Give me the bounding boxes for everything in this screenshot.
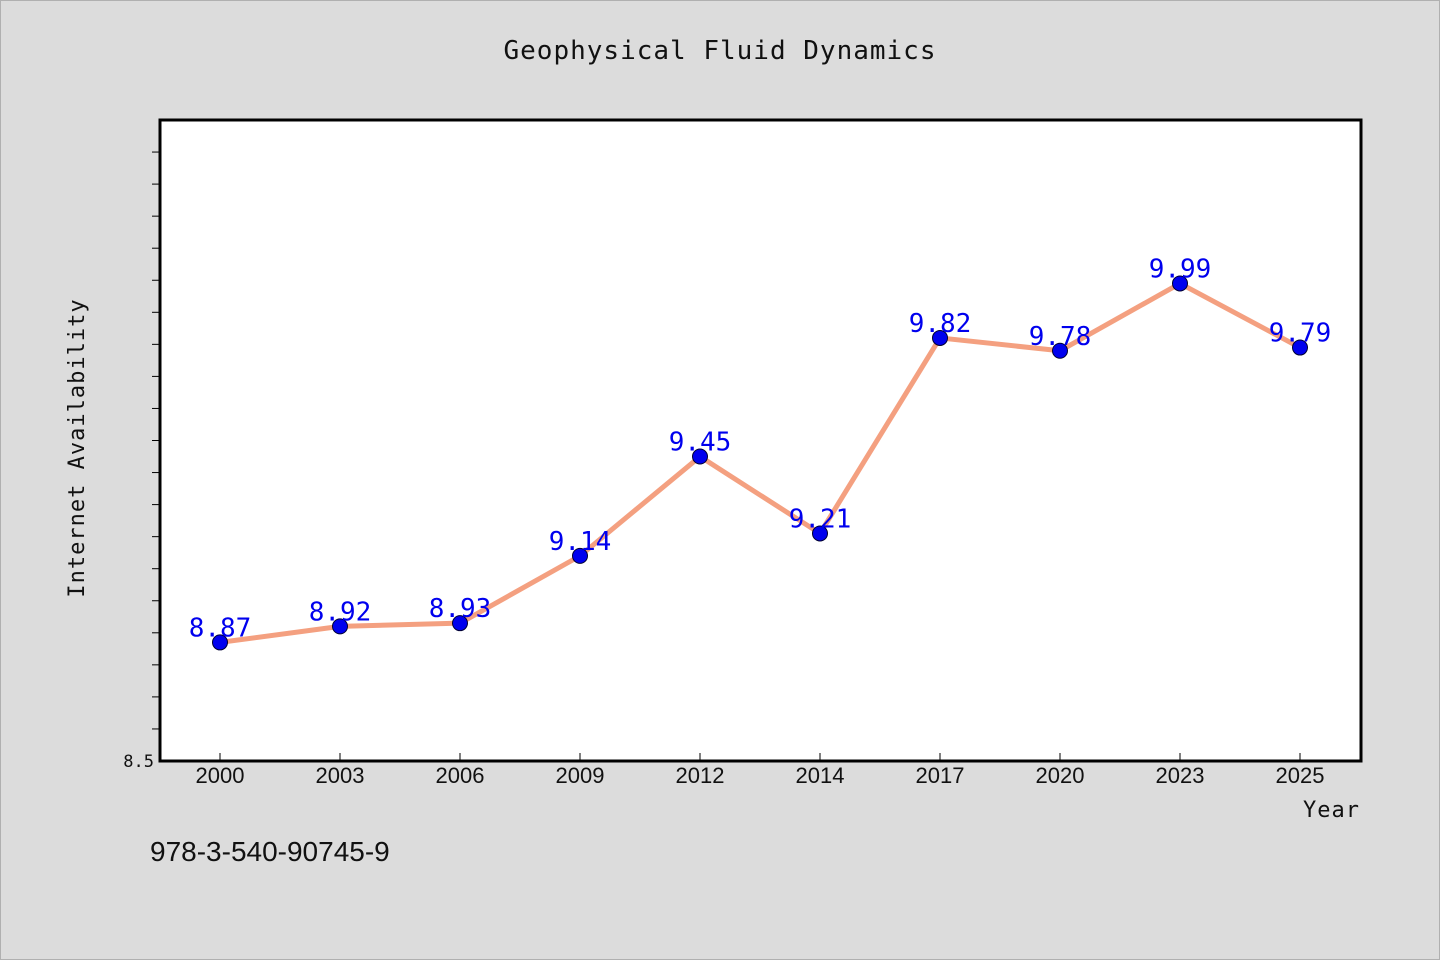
data-label: 9.78 — [1029, 322, 1092, 352]
data-point — [932, 329, 948, 346]
data-point — [692, 448, 708, 465]
x-axis-ticks: 2000 2003 2006 2009 2012 2014 2017 2020 2023 2025 — [196, 753, 1325, 788]
series-group — [212, 275, 1308, 651]
x-tick-label: 2025 — [1276, 763, 1325, 788]
data-label: 9.45 — [669, 428, 732, 458]
data-label: 9.21 — [789, 504, 852, 534]
data-labels-group: 8.87 8.92 8.93 9.14 9.45 9.21 9.82 9.78 9.99 9.79 — [189, 254, 1332, 643]
y-tick-label: 8.5 — [123, 752, 154, 772]
data-label: 9.79 — [1269, 319, 1332, 349]
x-tick-label: 2023 — [1156, 763, 1205, 788]
plot-area — [158, 118, 1363, 763]
data-point — [332, 618, 348, 635]
x-tick-label: 2012 — [676, 763, 725, 788]
data-label: 8.92 — [309, 597, 372, 627]
data-point — [572, 547, 588, 564]
x-axis-label: Year — [1303, 798, 1360, 823]
x-tick-label: 2017 — [916, 763, 965, 788]
isbn-caption: 978-3-540-90745-9 — [150, 836, 390, 867]
data-point — [1292, 339, 1308, 356]
data-label: 9.99 — [1149, 254, 1212, 284]
data-label: 9.14 — [549, 527, 612, 557]
x-tick-label: 2000 — [196, 763, 245, 788]
x-tick-label: 2006 — [436, 763, 485, 788]
y-axis-ticks: 8.5 — [123, 151, 160, 772]
data-label: 8.87 — [189, 613, 252, 643]
x-tick-label: 2020 — [1036, 763, 1085, 788]
y-axis-label: Internet Availability — [65, 298, 90, 597]
data-point — [1172, 275, 1188, 292]
data-point — [212, 634, 228, 651]
chart-title: Geophysical Fluid Dynamics — [503, 36, 937, 66]
data-point — [1052, 342, 1068, 359]
x-tick-label: 2003 — [316, 763, 365, 788]
x-tick-label: 2014 — [796, 763, 845, 788]
data-label: 8.93 — [429, 594, 492, 624]
series-line — [219, 280, 1302, 645]
data-point — [452, 615, 468, 632]
data-label: 9.82 — [909, 309, 972, 339]
data-point — [812, 525, 828, 542]
x-tick-label: 2009 — [556, 763, 605, 788]
